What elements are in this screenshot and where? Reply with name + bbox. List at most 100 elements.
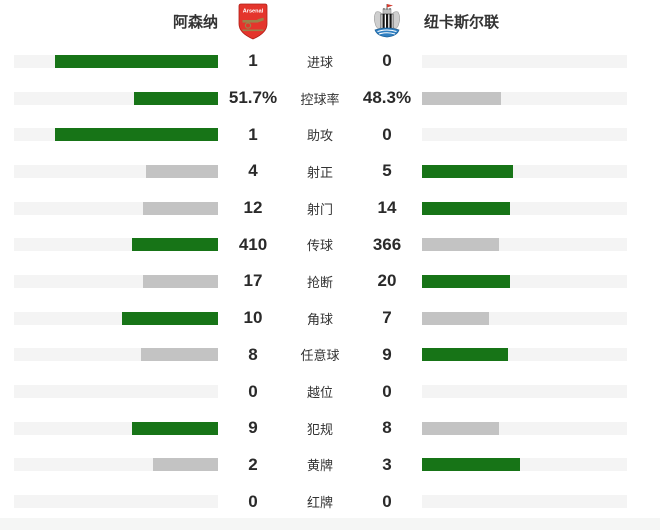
away-stat-value: 7 <box>382 308 392 328</box>
home-bar-gray <box>143 274 218 288</box>
arsenal-crest-icon[interactable]: Arsenal <box>238 3 268 40</box>
away-bar-track <box>422 54 627 68</box>
away-stat-value: 0 <box>382 51 392 71</box>
stat-label: 传球 <box>306 238 333 254</box>
stat-label: 任意球 <box>300 348 340 364</box>
home-bar-track <box>14 238 218 252</box>
away-bar-track <box>422 91 627 105</box>
away-stat-value: 366 <box>372 234 402 254</box>
home-stat-value: 51.7% <box>228 88 278 108</box>
away-bar-green <box>422 348 508 362</box>
stat-row: 0 红牌 0 <box>0 483 660 520</box>
home-bar-track <box>14 128 218 142</box>
stat-label: 进球 <box>306 54 333 70</box>
home-stat-value: 10 <box>243 308 263 328</box>
away-bar-gray <box>422 91 501 105</box>
away-team-name[interactable]: 纽卡斯尔联 <box>424 14 500 31</box>
away-stat-value: 3 <box>382 454 392 474</box>
stat-label: 射正 <box>306 164 333 180</box>
stat-label: 助攻 <box>306 128 333 144</box>
home-stat-value: 0 <box>248 491 258 511</box>
home-bar-track <box>14 164 218 178</box>
away-bar-green <box>422 274 510 288</box>
away-bar-track <box>422 385 627 399</box>
home-stat-value: 2 <box>248 454 258 474</box>
home-bar-gray <box>146 164 218 178</box>
away-bar-track <box>422 495 627 509</box>
home-stat-value: 410 <box>238 234 268 254</box>
away-stat-value: 20 <box>377 271 397 291</box>
home-stat-value: 1 <box>248 124 258 144</box>
stat-label: 黄牌 <box>306 458 333 474</box>
away-bar-track <box>422 458 627 472</box>
stat-row: 17 抢断 20 <box>0 263 660 300</box>
away-bar-green <box>422 201 510 215</box>
stat-row: 10 角球 7 <box>0 300 660 337</box>
stat-row: 4 射正 5 <box>0 153 660 190</box>
away-stat-value: 14 <box>377 198 397 218</box>
svg-text:Arsenal: Arsenal <box>243 9 264 15</box>
stat-label: 角球 <box>306 311 333 327</box>
home-bar-gray <box>143 201 218 215</box>
stat-label: 犯规 <box>306 421 333 437</box>
home-bar-gray <box>153 458 218 472</box>
home-bar-track <box>14 54 218 68</box>
home-bar-track <box>14 458 218 472</box>
home-stat-value: 9 <box>248 418 258 438</box>
away-bar-track <box>422 421 627 435</box>
home-bar-track <box>14 348 218 362</box>
away-stat-value: 48.3% <box>362 88 412 108</box>
home-stat-value: 0 <box>248 381 258 401</box>
away-bar-green <box>422 164 513 178</box>
stat-row: 8 任意球 9 <box>0 337 660 374</box>
away-stat-value: 5 <box>382 161 392 181</box>
stat-row: 0 越位 0 <box>0 373 660 410</box>
away-stat-value: 0 <box>382 124 392 144</box>
home-bar-green <box>132 421 218 435</box>
stat-label: 越位 <box>306 385 333 401</box>
away-bar-gray <box>422 238 499 252</box>
away-bar-track <box>422 128 627 142</box>
home-stat-value: 1 <box>248 51 258 71</box>
stat-row: 1 助攻 0 <box>0 116 660 153</box>
home-bar-track <box>14 495 218 509</box>
away-bar-track <box>422 201 627 215</box>
home-stat-value: 12 <box>243 198 263 218</box>
home-bar-gray <box>141 348 218 362</box>
away-stat-value: 0 <box>382 381 392 401</box>
home-stat-value: 4 <box>248 161 258 181</box>
home-bar-green <box>55 128 218 142</box>
stats-list: 1 进球 0 51.7% 控球率 48.3% 1 助攻 0 4 射正 5 12 射门 14 410 传球 366 1… <box>0 43 660 520</box>
home-stat-value: 17 <box>243 271 263 291</box>
stat-row: 1 进球 0 <box>0 43 660 80</box>
home-bar-track <box>14 421 218 435</box>
away-bar-track <box>422 238 627 252</box>
home-bar-green <box>134 91 218 105</box>
away-stat-value: 8 <box>382 418 392 438</box>
away-bar-track <box>422 164 627 178</box>
match-header: 阿森纳 Arsenal <box>0 0 660 43</box>
stat-label: 控球率 <box>300 91 340 107</box>
home-bar-track <box>14 311 218 325</box>
away-bar-gray <box>422 421 499 435</box>
stat-row: 12 射门 14 <box>0 190 660 227</box>
home-bar-track <box>14 201 218 215</box>
away-bar-green <box>422 458 520 472</box>
stat-label: 射门 <box>306 201 333 217</box>
stat-row: 51.7% 控球率 48.3% <box>0 80 660 117</box>
footer-strip <box>0 518 660 530</box>
home-team-name[interactable]: 阿森纳 <box>172 14 218 31</box>
newcastle-crest-icon[interactable] <box>371 3 403 40</box>
away-bar-gray <box>422 311 489 325</box>
home-stat-value: 8 <box>248 344 258 364</box>
stat-row: 9 犯规 8 <box>0 410 660 447</box>
stat-label: 抢断 <box>306 274 333 290</box>
away-stat-value: 0 <box>382 491 392 511</box>
away-bar-track <box>422 274 627 288</box>
home-bar-green <box>132 238 218 252</box>
home-bar-green <box>122 311 218 325</box>
stat-row: 2 黄牌 3 <box>0 447 660 484</box>
home-bar-track <box>14 274 218 288</box>
home-bar-track <box>14 91 218 105</box>
